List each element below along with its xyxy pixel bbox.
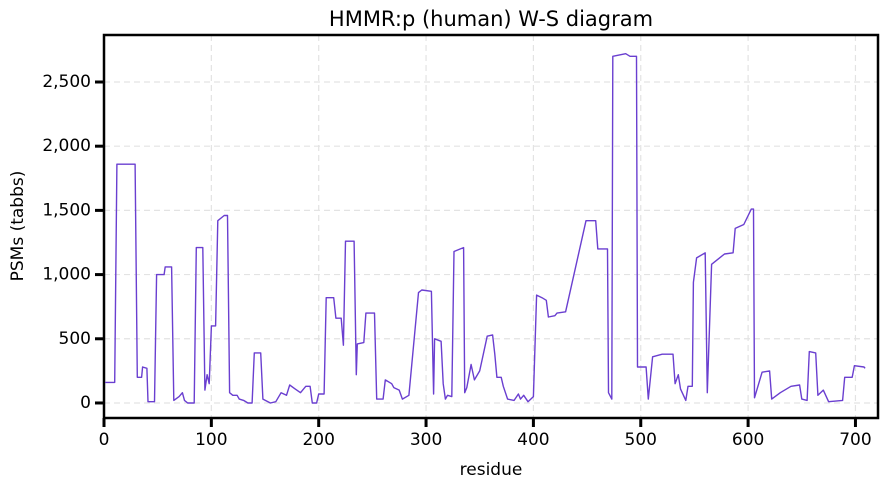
y-tick-label: 1,000 [42,265,91,285]
y-tick-label: 1,500 [42,200,91,220]
x-tick-label: 0 [99,430,110,450]
x-tick-label: 100 [195,430,227,450]
x-tick-label: 500 [625,430,657,450]
x-tick-label: 200 [302,430,334,450]
plot-frame [102,33,880,420]
x-tick-label: 400 [517,430,549,450]
x-axis-label: residue [460,460,523,480]
x-tick-label: 300 [410,430,442,450]
x-tick-label: 700 [839,430,871,450]
y-tick-label: 0 [80,393,91,413]
y-tick-label: 2,500 [42,72,91,92]
y-axis-label: PSMs (tabbs) [8,171,28,282]
chart-title: HMMR:p (human) W-S diagram [329,7,653,31]
y-tick-label: 500 [59,329,91,349]
data-line [105,53,866,404]
x-tick-label: 600 [732,430,764,450]
y-tick-label: 2,000 [42,136,91,156]
